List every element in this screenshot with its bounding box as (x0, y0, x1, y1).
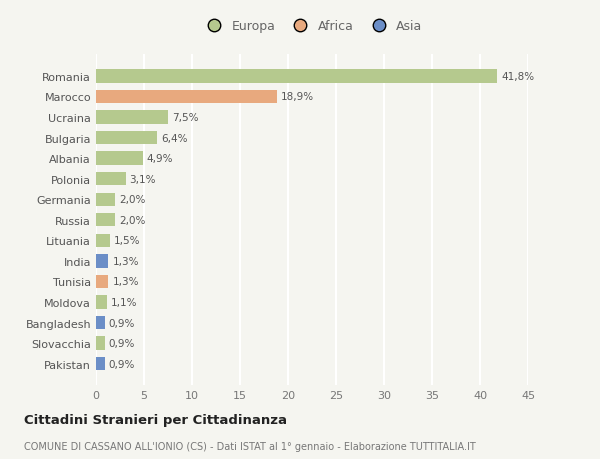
Bar (96, 173, 126, 186)
Bar (96, 296, 107, 309)
Text: 2,0%: 2,0% (119, 195, 145, 205)
Text: 41,8%: 41,8% (501, 72, 534, 82)
Bar (96, 152, 143, 165)
Text: Cittadini Stranieri per Cittadinanza: Cittadini Stranieri per Cittadinanza (24, 413, 287, 426)
Bar (96, 90, 277, 104)
Text: 7,5%: 7,5% (172, 113, 199, 123)
Text: 1,5%: 1,5% (114, 236, 141, 246)
Text: 0,9%: 0,9% (109, 359, 135, 369)
Bar (96, 316, 104, 330)
Bar (96, 70, 497, 84)
Bar (96, 275, 109, 289)
Bar (96, 132, 157, 145)
Bar (96, 337, 104, 350)
Text: 0,9%: 0,9% (109, 318, 135, 328)
Text: 18,9%: 18,9% (281, 92, 314, 102)
Legend: Europa, Africa, Asia: Europa, Africa, Asia (197, 15, 427, 38)
Text: 4,9%: 4,9% (147, 154, 173, 164)
Text: 1,3%: 1,3% (112, 277, 139, 287)
Text: 1,3%: 1,3% (112, 256, 139, 266)
Bar (96, 255, 109, 268)
Bar (96, 357, 104, 370)
Text: 1,1%: 1,1% (110, 297, 137, 308)
Text: 3,1%: 3,1% (130, 174, 156, 185)
Bar (96, 111, 168, 124)
Bar (96, 234, 110, 247)
Text: COMUNE DI CASSANO ALL'IONIO (CS) - Dati ISTAT al 1° gennaio - Elaborazione TUTTI: COMUNE DI CASSANO ALL'IONIO (CS) - Dati … (24, 441, 476, 451)
Bar (96, 213, 115, 227)
Text: 6,4%: 6,4% (161, 133, 188, 143)
Text: 2,0%: 2,0% (119, 215, 145, 225)
Bar (96, 193, 115, 207)
Text: 0,9%: 0,9% (109, 338, 135, 348)
